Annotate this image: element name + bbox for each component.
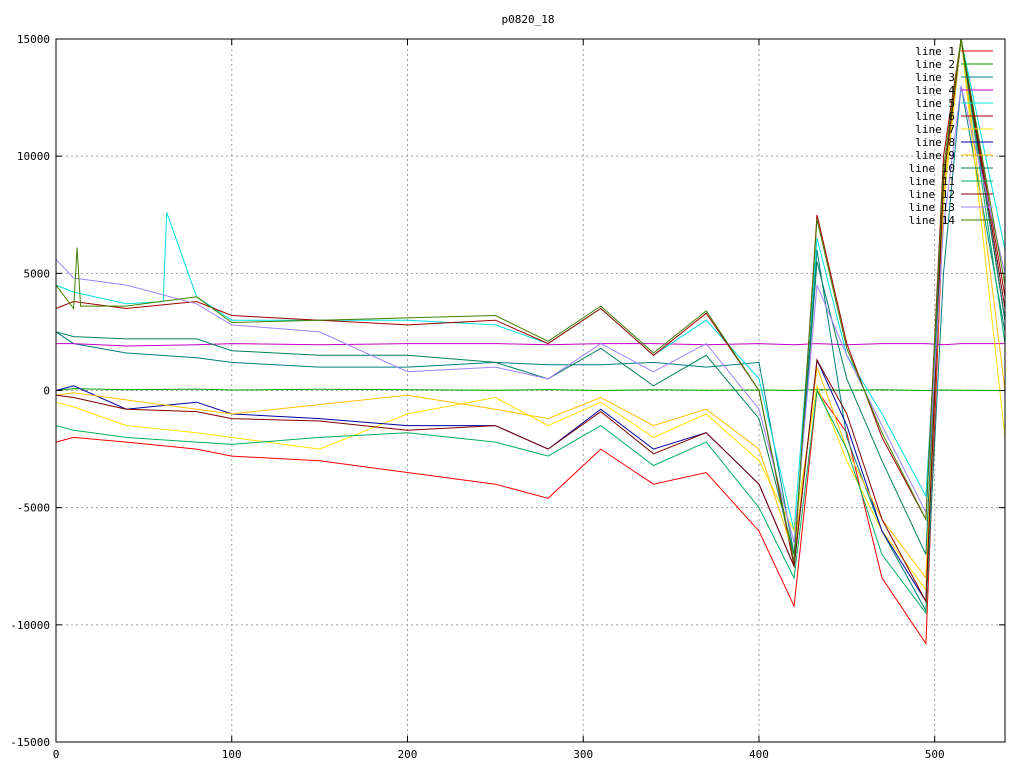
series-layer (55, 38, 1006, 646)
x-tick-label: 100 (222, 748, 242, 761)
series-line-14 (55, 38, 1006, 562)
series-line-9 (55, 38, 1006, 580)
y-tick-label: 5000 (24, 267, 51, 280)
legend-label: line 10 (909, 162, 955, 175)
series-line-11 (55, 38, 1006, 615)
legend-label: line 6 (915, 110, 955, 123)
series-line-6 (55, 38, 1006, 567)
series-line-1 (55, 38, 1006, 646)
series-line-4 (56, 343, 1005, 347)
chart-title: p0820_18 (502, 13, 555, 26)
series-line-3 (55, 85, 1006, 613)
y-tick-label: 15000 (17, 33, 50, 46)
x-tick-label: 500 (925, 748, 945, 761)
x-tick-label: 400 (749, 748, 769, 761)
x-tick-label: 0 (53, 748, 60, 761)
legend-label: line 8 (915, 136, 955, 149)
x-tick-label: 200 (398, 748, 418, 761)
legend-label: line 2 (915, 58, 955, 71)
legend-label: line 11 (909, 175, 955, 188)
y-tick-label: -15000 (10, 736, 50, 749)
legend-label: line 1 (915, 45, 955, 58)
series-line-10 (55, 38, 1006, 555)
series-line-7 (55, 38, 1006, 592)
legend-label: line 12 (909, 188, 955, 201)
legend-label: line 4 (915, 84, 955, 97)
series-line-2 (55, 388, 1006, 392)
legend-label: line 5 (915, 97, 955, 110)
series-line-12 (55, 38, 1006, 604)
legend-label: line 13 (909, 201, 955, 214)
legend-label: line 9 (915, 149, 955, 162)
series-line-8 (55, 38, 1006, 604)
y-tick-label: 10000 (17, 150, 50, 163)
legend-label: line 14 (909, 214, 956, 227)
x-tick-label: 300 (573, 748, 593, 761)
y-tick-label: 0 (43, 385, 50, 398)
y-tick-label: -5000 (17, 502, 50, 515)
axis-layer: 0 100 200 300 400 500 -15000 -10000 -5000 0 5000 10… (10, 33, 1005, 761)
series-line-13 (55, 85, 1006, 543)
legend-label: line 7 (915, 123, 955, 136)
legend-label: line 3 (915, 71, 955, 84)
y-tick-label: -10000 (10, 619, 50, 632)
